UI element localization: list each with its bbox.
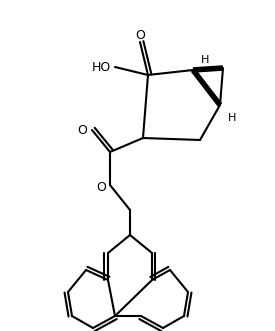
Text: HO: HO: [91, 61, 111, 73]
Text: O: O: [96, 180, 106, 194]
Text: H: H: [228, 113, 236, 123]
Text: H: H: [201, 55, 209, 65]
Text: O: O: [77, 123, 87, 136]
Text: O: O: [135, 28, 145, 41]
